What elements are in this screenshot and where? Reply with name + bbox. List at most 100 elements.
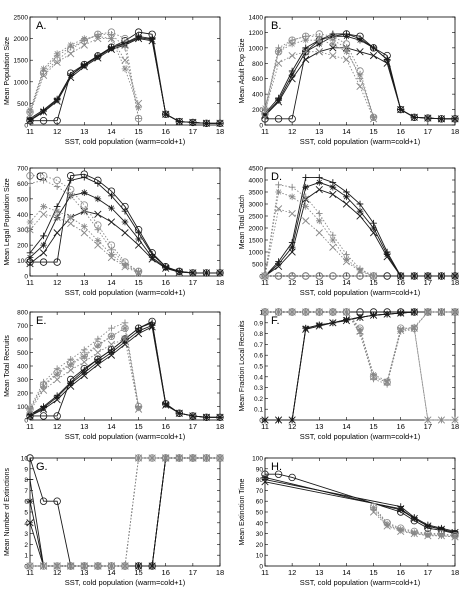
series-line (29, 213, 139, 274)
data-point (162, 454, 170, 462)
y-axis-label: Mean Extinction Time (239, 478, 246, 545)
data-point (135, 454, 142, 462)
data-point (261, 308, 269, 316)
data-point (342, 200, 351, 208)
data-point (53, 229, 61, 237)
data-point (275, 260, 282, 268)
y-tick-label: 2 (24, 542, 28, 549)
y-tick-label: 6 (24, 499, 28, 506)
y-tick-label: 0 (259, 564, 263, 571)
data-point (107, 218, 116, 226)
x-tick-label: 15 (134, 127, 142, 136)
y-tick-label: 70 (256, 488, 264, 495)
data-point (175, 268, 183, 275)
x-tick-label: 13 (80, 568, 88, 577)
data-point (438, 308, 445, 316)
data-point (274, 272, 283, 280)
series-line (29, 179, 139, 272)
data-point (302, 174, 310, 181)
data-point (67, 214, 75, 221)
data-point (451, 532, 459, 540)
x-tick-label: 16 (397, 422, 405, 431)
data-point (329, 272, 337, 280)
data-point (410, 113, 418, 121)
data-point (343, 193, 350, 201)
data-point (342, 55, 351, 64)
data-point (343, 48, 350, 56)
data-point (67, 366, 75, 374)
data-point (275, 308, 282, 316)
data-point (410, 323, 418, 331)
data-point (288, 183, 296, 191)
data-point (134, 241, 143, 249)
data-point (451, 115, 459, 123)
data-point (39, 210, 48, 218)
data-point (424, 114, 432, 122)
y-tick-label: 800 (17, 310, 28, 317)
x-tick-label: 17 (424, 127, 432, 136)
data-point (302, 36, 310, 44)
data-point (370, 113, 377, 121)
data-point (94, 210, 102, 218)
plot-frame (29, 457, 221, 567)
x-tick-label: 18 (451, 278, 459, 287)
data-point (108, 251, 115, 258)
data-point (26, 497, 34, 505)
data-point (148, 562, 156, 570)
data-point (189, 119, 197, 126)
data-point (26, 172, 34, 180)
data-point (369, 51, 378, 60)
data-point (261, 416, 269, 424)
y-tick-label: 8 (24, 477, 28, 484)
y-tick-label: 1500 (14, 58, 29, 65)
panel-6: 11 12 13 14 15 16 17 18 0 0.1 0.2 0.3 0.4 0.5 0.6 0.7 0.… (239, 308, 459, 441)
x-tick-label: 14 (342, 568, 350, 577)
y-tick-label: 4 (24, 520, 28, 527)
data-point (121, 261, 129, 269)
data-point (315, 36, 323, 44)
y-axis-label: Mean Number of Extinctions (4, 468, 11, 556)
data-point (80, 35, 88, 42)
data-point (343, 32, 350, 40)
data-point (216, 269, 224, 277)
data-point (451, 308, 459, 316)
y-tick-label: 400 (252, 92, 263, 99)
y-tick-label: 700 (17, 323, 28, 330)
data-point (148, 254, 156, 261)
data-point (26, 218, 34, 226)
data-point (315, 185, 323, 194)
data-point (438, 272, 445, 280)
y-tick-label: 0 (24, 564, 28, 571)
data-point (53, 562, 61, 570)
data-point (329, 236, 337, 244)
data-point (80, 358, 88, 366)
data-point (53, 497, 61, 505)
data-point (53, 393, 61, 401)
series-line (29, 33, 140, 119)
y-tick-label: 400 (17, 364, 28, 371)
panel-label: D. (271, 171, 282, 183)
x-tick-label: 12 (53, 422, 61, 431)
y-axis-label: Mean Population Size (4, 37, 11, 105)
y-tick-label: 0.7 (254, 342, 263, 349)
y-tick-label: 0 (24, 418, 28, 425)
x-tick-label: 14 (107, 422, 115, 431)
data-point (288, 209, 296, 218)
data-point (302, 48, 310, 56)
y-tick-label: 2000 (249, 226, 264, 233)
y-tick-label: 30 (256, 531, 264, 538)
series-4 (26, 189, 224, 277)
data-point (80, 41, 88, 49)
x-axis-label: SST, cold population (warm=cold+1) (65, 432, 186, 441)
data-point (26, 562, 34, 570)
panel-label: A. (36, 20, 46, 32)
data-point (315, 40, 323, 48)
x-axis-label: SST, cold population (warm=cold+1) (300, 578, 421, 587)
panel-label: C. (36, 171, 47, 183)
data-point (315, 210, 323, 217)
y-tick-label: 0.8 (254, 331, 263, 338)
data-point (424, 272, 432, 280)
data-point (26, 405, 34, 413)
